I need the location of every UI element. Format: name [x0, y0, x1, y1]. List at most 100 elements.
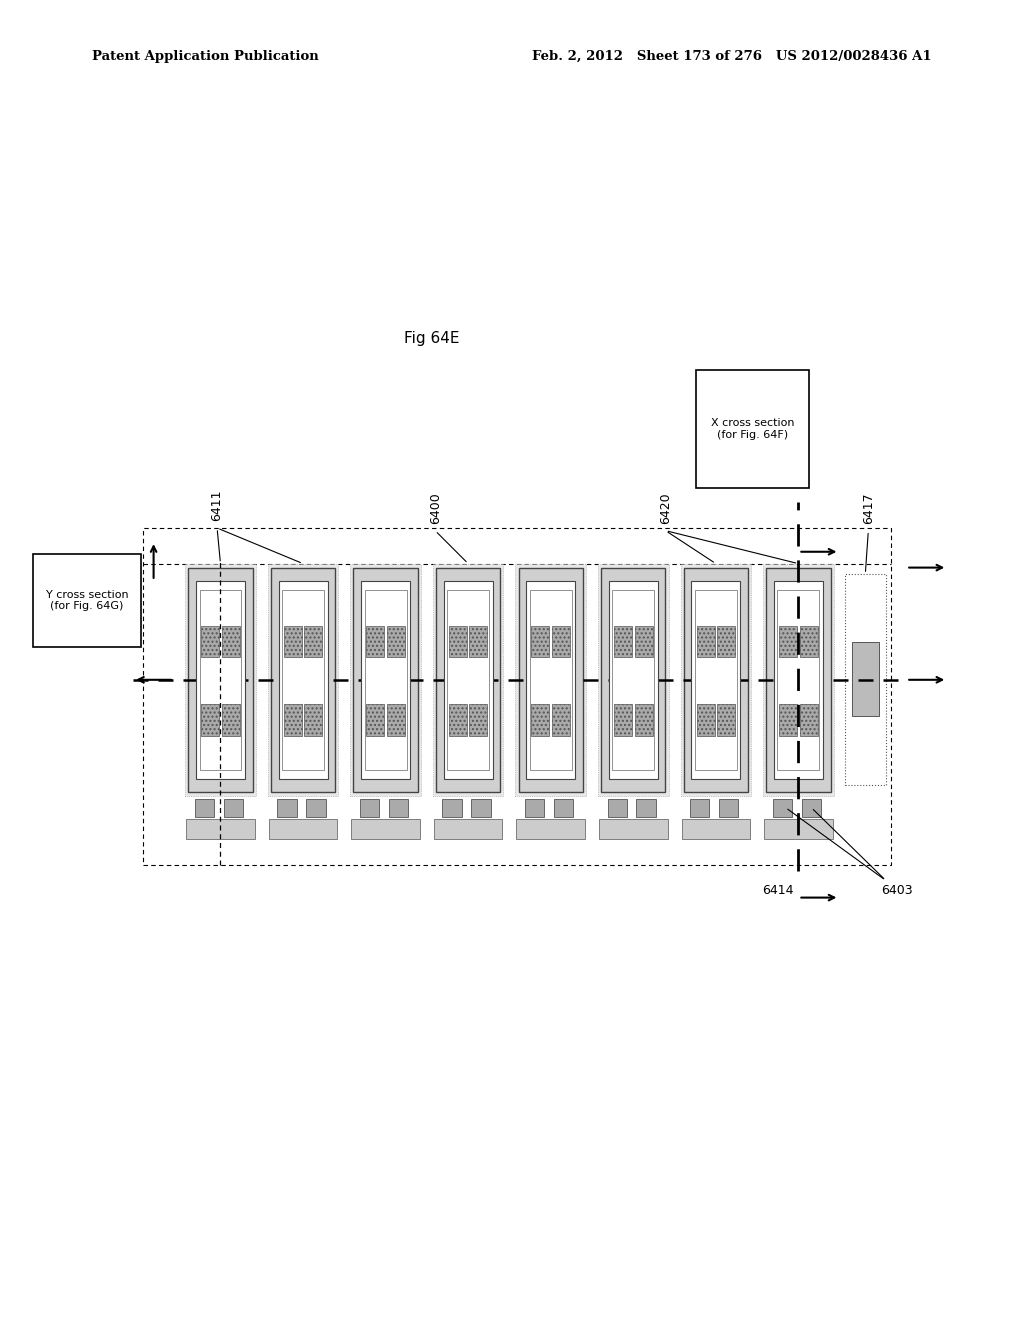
Bar	[717, 626, 735, 657]
Text: 6414: 6414	[762, 884, 794, 898]
Bar	[186, 820, 255, 840]
Bar	[469, 705, 487, 737]
Bar	[777, 590, 819, 770]
Bar	[278, 799, 297, 817]
Bar	[361, 581, 410, 779]
Bar	[200, 590, 242, 770]
Bar	[471, 799, 490, 817]
Bar	[304, 626, 323, 657]
Bar	[195, 799, 214, 817]
Bar	[351, 820, 420, 840]
Bar	[682, 820, 751, 840]
Bar	[279, 581, 328, 779]
Bar	[436, 568, 501, 792]
Bar	[552, 705, 570, 737]
Bar	[222, 626, 240, 657]
Bar	[449, 626, 467, 657]
Bar	[800, 705, 818, 737]
Bar	[267, 564, 338, 796]
Text: 6400: 6400	[429, 492, 441, 524]
Text: 6417: 6417	[862, 492, 874, 524]
Bar	[469, 626, 487, 657]
Bar	[282, 590, 324, 770]
Bar	[304, 705, 323, 737]
Bar	[284, 626, 302, 657]
Text: Fig 64E: Fig 64E	[404, 331, 460, 346]
Bar	[717, 705, 735, 737]
Bar	[447, 590, 489, 770]
Bar	[696, 626, 715, 657]
Bar	[270, 568, 335, 792]
Bar	[531, 626, 550, 657]
Bar	[552, 626, 570, 657]
Bar	[763, 564, 834, 796]
Bar	[284, 705, 302, 737]
Bar	[367, 626, 384, 657]
Bar	[612, 590, 654, 770]
Bar	[599, 820, 668, 840]
Bar	[719, 799, 738, 817]
Bar	[188, 568, 253, 792]
Bar	[764, 820, 833, 840]
Text: 6420: 6420	[659, 492, 672, 524]
Bar	[143, 528, 891, 865]
Bar	[601, 568, 666, 792]
Bar	[367, 705, 384, 737]
Bar	[387, 705, 404, 737]
Bar	[526, 581, 575, 779]
Bar	[696, 705, 715, 737]
Bar	[690, 799, 710, 817]
Bar	[223, 799, 243, 817]
Bar	[773, 799, 792, 817]
Bar	[607, 799, 627, 817]
Bar	[779, 705, 797, 737]
Bar	[852, 642, 879, 715]
Bar	[684, 568, 749, 792]
Bar	[268, 820, 337, 840]
Bar	[365, 590, 407, 770]
Bar	[598, 564, 669, 796]
Bar	[614, 705, 632, 737]
Bar	[529, 590, 571, 770]
Bar	[635, 705, 652, 737]
Text: Feb. 2, 2012   Sheet 173 of 276   US 2012/0028436 A1: Feb. 2, 2012 Sheet 173 of 276 US 2012/00…	[532, 50, 932, 63]
Bar	[516, 820, 585, 840]
Bar	[774, 581, 823, 779]
Bar	[802, 799, 821, 817]
Bar	[695, 590, 737, 770]
Bar	[350, 564, 421, 796]
Text: 6411: 6411	[211, 490, 223, 521]
Bar	[306, 799, 326, 817]
Bar	[609, 581, 657, 779]
Bar	[196, 581, 245, 779]
Bar	[443, 581, 493, 779]
Bar	[531, 705, 550, 737]
Bar	[779, 626, 797, 657]
Bar	[201, 626, 219, 657]
Bar	[449, 705, 467, 737]
Bar	[518, 568, 583, 792]
Bar	[635, 626, 652, 657]
Bar	[845, 574, 886, 785]
Bar	[696, 370, 809, 488]
Bar	[33, 554, 141, 647]
Bar	[185, 564, 256, 796]
Bar	[637, 799, 655, 817]
Bar	[442, 799, 462, 817]
Bar	[554, 799, 573, 817]
Bar	[681, 564, 752, 796]
Text: Y cross section
(for Fig. 64G): Y cross section (for Fig. 64G)	[46, 590, 128, 611]
Bar	[766, 568, 830, 792]
Bar	[691, 581, 740, 779]
Bar	[222, 705, 240, 737]
Bar	[201, 705, 219, 737]
Text: X cross section
(for Fig. 64F): X cross section (for Fig. 64F)	[711, 418, 795, 440]
Bar	[515, 564, 586, 796]
Bar	[353, 568, 418, 792]
Bar	[359, 799, 379, 817]
Bar	[525, 799, 545, 817]
Bar	[434, 820, 503, 840]
Bar	[800, 626, 818, 657]
Bar	[433, 564, 504, 796]
Bar	[387, 626, 404, 657]
